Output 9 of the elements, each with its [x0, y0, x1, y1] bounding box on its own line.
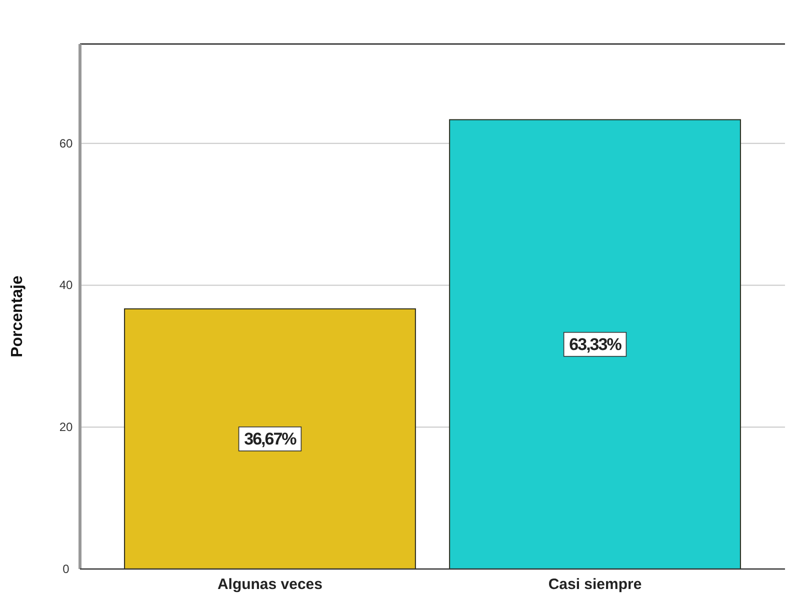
x-tick-label: Algunas veces	[217, 576, 323, 593]
data-label: 36,67%	[244, 429, 297, 448]
y-tick-label: 20	[59, 420, 73, 434]
data-label: 63,33%	[569, 334, 622, 354]
y-tick-label: 0	[62, 562, 70, 576]
x-tick-label: Casi siempre	[548, 576, 642, 593]
y-tick-label: 60	[59, 136, 73, 150]
y-tick-label: 40	[59, 278, 73, 292]
y-axis-title: Porcentaje	[9, 275, 26, 358]
